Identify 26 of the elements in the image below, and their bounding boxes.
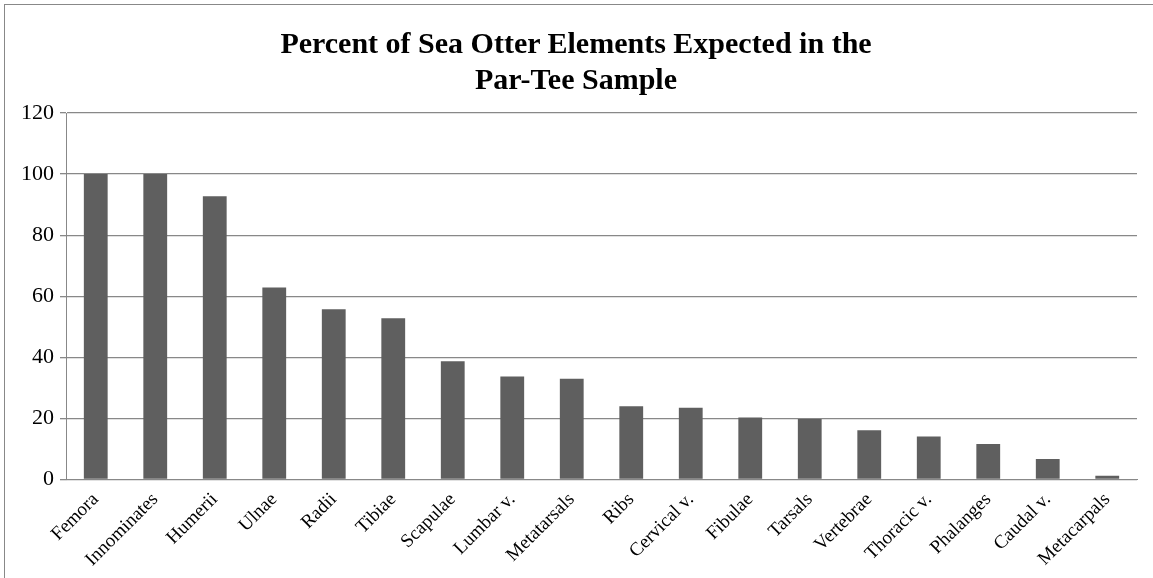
y-tick-label: 20 (32, 404, 54, 430)
bar (500, 376, 525, 479)
bar (619, 406, 644, 479)
y-tick-label: 100 (21, 159, 54, 185)
bar (738, 417, 763, 479)
y-tick-label: 40 (32, 343, 54, 369)
bar (976, 444, 1001, 479)
y-tick-label: 120 (21, 98, 54, 124)
bar (1035, 459, 1060, 479)
bar (83, 174, 108, 479)
bar (381, 318, 406, 479)
chart-title: Percent of Sea Otter Elements Expected in the Par-Tee Sample (280, 25, 872, 95)
bar (857, 430, 882, 479)
bar (321, 309, 346, 479)
y-tick-label: 0 (43, 465, 54, 491)
y-tick-label: 80 (32, 220, 54, 246)
y-tick-label: 60 (32, 282, 54, 308)
bar (559, 378, 584, 479)
bar (440, 361, 465, 479)
bar (916, 436, 941, 479)
bar (143, 174, 168, 479)
bar (262, 287, 287, 479)
bar (1095, 475, 1120, 479)
bar (202, 196, 227, 479)
bar (678, 407, 703, 479)
bar (797, 419, 822, 479)
